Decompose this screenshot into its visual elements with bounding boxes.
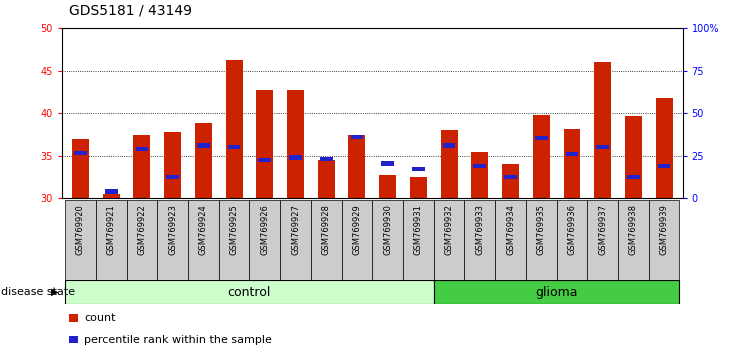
Bar [103, 194, 120, 198]
Bar [658, 164, 670, 168]
Text: GSM769931: GSM769931 [414, 204, 423, 255]
Bar [441, 130, 458, 198]
Text: GSM769927: GSM769927 [291, 204, 300, 255]
Bar [504, 175, 517, 179]
Bar [472, 152, 488, 198]
Text: GSM769939: GSM769939 [660, 204, 669, 255]
Bar [65, 200, 96, 285]
Bar [166, 175, 179, 179]
Bar [195, 122, 212, 198]
Text: GDS5181 / 43149: GDS5181 / 43149 [69, 4, 192, 18]
Bar [625, 116, 642, 198]
Bar [287, 90, 304, 198]
Bar [258, 158, 271, 162]
Bar [596, 145, 609, 149]
Bar [526, 200, 556, 285]
Text: GSM769929: GSM769929 [353, 204, 361, 255]
Bar [556, 200, 588, 285]
Bar [134, 135, 150, 198]
Bar [443, 143, 456, 148]
Text: GSM769936: GSM769936 [567, 204, 577, 255]
Bar [289, 155, 301, 160]
Bar [250, 200, 280, 285]
Bar [188, 200, 219, 285]
Bar [564, 130, 580, 198]
Bar [320, 157, 333, 161]
Bar [226, 60, 242, 198]
Bar [627, 175, 639, 179]
Bar [136, 147, 148, 151]
Bar [228, 145, 240, 149]
Text: GSM769932: GSM769932 [445, 204, 453, 255]
Bar [348, 135, 366, 198]
Text: GSM769926: GSM769926 [261, 204, 269, 255]
Bar [219, 200, 250, 285]
Bar [126, 200, 157, 285]
Bar [618, 200, 649, 285]
Bar [434, 280, 680, 304]
Bar [434, 200, 464, 285]
Text: GSM769923: GSM769923 [168, 204, 177, 255]
Text: GSM769930: GSM769930 [383, 204, 392, 255]
Text: GSM769938: GSM769938 [629, 204, 638, 255]
Bar [379, 175, 396, 198]
Bar [464, 200, 495, 285]
Bar [350, 135, 364, 139]
Text: control: control [228, 286, 271, 298]
Bar [656, 98, 672, 198]
Text: GSM769921: GSM769921 [107, 204, 115, 255]
Bar [412, 167, 425, 171]
Text: percentile rank within the sample: percentile rank within the sample [84, 335, 272, 344]
Bar [566, 152, 578, 156]
Bar [342, 200, 372, 285]
Text: GSM769928: GSM769928 [322, 204, 331, 255]
Bar [381, 161, 394, 166]
Bar [197, 143, 210, 148]
Text: GSM769935: GSM769935 [537, 204, 546, 255]
Text: glioma: glioma [535, 286, 578, 298]
Bar [474, 164, 486, 168]
Text: GSM769925: GSM769925 [229, 204, 239, 255]
Bar [157, 200, 188, 285]
Bar [72, 139, 89, 198]
Bar [410, 177, 427, 198]
Bar [280, 200, 311, 285]
Text: disease state: disease state [1, 287, 76, 297]
Text: GSM769922: GSM769922 [137, 204, 147, 255]
Text: GSM769934: GSM769934 [506, 204, 515, 255]
Bar [502, 164, 519, 198]
Bar [164, 132, 181, 198]
Bar [256, 90, 273, 198]
Text: GSM769920: GSM769920 [76, 204, 85, 255]
Bar [649, 200, 680, 285]
Bar [311, 200, 342, 285]
Text: GSM769924: GSM769924 [199, 204, 208, 255]
Bar [533, 115, 550, 198]
Bar [372, 200, 403, 285]
Bar [594, 62, 611, 198]
Bar [495, 200, 526, 285]
Bar [588, 200, 618, 285]
Bar [96, 200, 126, 285]
Bar [65, 280, 434, 304]
Bar [403, 200, 434, 285]
Text: ▶: ▶ [51, 287, 58, 297]
Bar [105, 189, 118, 194]
Bar [74, 151, 87, 155]
Text: GSM769933: GSM769933 [475, 204, 484, 255]
Bar [318, 160, 334, 198]
Bar [535, 136, 548, 140]
Text: count: count [84, 313, 115, 323]
Text: GSM769937: GSM769937 [598, 204, 607, 255]
